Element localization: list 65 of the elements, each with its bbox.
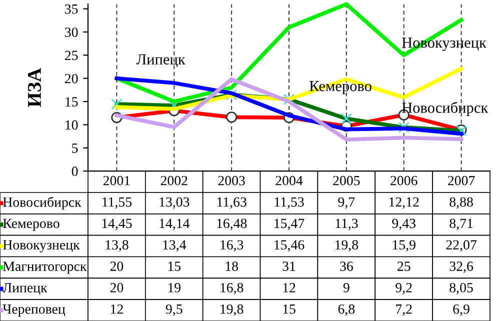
y-tick-label: 30 (65, 28, 78, 37)
data-label: 11,53 (274, 197, 304, 209)
y-tick-label: 20 (65, 74, 78, 84)
x-tick-label: 2006 (390, 176, 418, 186)
data-label: 9,5 (166, 304, 182, 316)
data-label: 20 (110, 282, 124, 292)
data-label: 16,3 (220, 240, 244, 252)
data-label: 22,07 (446, 240, 477, 252)
data-label: 15,47 (274, 218, 304, 230)
data-label: 7,2 (396, 304, 412, 316)
data-label: 6,9 (453, 304, 470, 316)
data-label: 8,05 (450, 282, 473, 294)
y-tick-label: 5 (72, 144, 78, 153)
legend-label: Магнитогорск (3, 262, 87, 274)
y-tick-label: 15 (66, 97, 78, 106)
data-label: 6,8 (338, 304, 355, 316)
data-label: 12,12 (389, 197, 419, 209)
data-label: 12 (283, 283, 296, 292)
data-label: 13,4 (163, 240, 186, 252)
legend-label: Новосибирск (3, 196, 82, 210)
data-label: 15 (283, 304, 296, 314)
y-tick-label: 35 (65, 4, 78, 14)
data-label: 16,8 (220, 282, 244, 294)
data-label: 32,6 (450, 262, 474, 273)
data-label: 11,63 (217, 197, 246, 209)
data-label: 15,9 (392, 240, 416, 252)
x-tick-label: 2004 (276, 176, 303, 186)
y-tick-label: 25 (65, 50, 78, 60)
data-label: 20 (110, 262, 124, 271)
x-tick-label: 2002 (160, 176, 188, 186)
data-label: 15 (168, 262, 181, 271)
x-tick-label: 2005 (333, 176, 360, 186)
data-label: 36 (340, 262, 353, 271)
y-axis-title: ИЗА (28, 68, 41, 108)
y-tick-label: 0 (72, 166, 78, 176)
data-label: 14,14 (160, 218, 190, 230)
legend-label: Новокузнецк (3, 240, 80, 252)
data-label: 18 (226, 262, 238, 271)
y-tick-label: 10 (66, 120, 78, 130)
data-label: 13,03 (160, 197, 190, 209)
data-label: 11,55 (102, 197, 132, 209)
data-label: 12 (110, 304, 123, 314)
data-label: 13,8 (106, 240, 128, 252)
data-label: 14,45 (102, 218, 132, 230)
data-label: 19 (168, 283, 181, 292)
data-label: 9,43 (392, 218, 416, 230)
data-label: 9,7 (338, 197, 355, 209)
legend-label: Череповец (2, 304, 66, 317)
data-label: 8,88 (450, 197, 473, 209)
data-label: 8,71 (450, 218, 473, 230)
data-label: 25 (398, 262, 410, 271)
data-label: 11,3 (336, 218, 358, 230)
legend-label: Кемерово (3, 218, 60, 231)
x-tick-label: 2007 (448, 176, 475, 186)
data-label: 16,48 (217, 218, 247, 230)
legend-label: Липецк (2, 283, 48, 295)
data-label: 15,46 (274, 240, 304, 252)
data-label: 9 (343, 283, 350, 292)
x-tick-label: 2003 (218, 176, 245, 186)
x-tick-label: 2001 (103, 176, 130, 186)
annotation: Липецк (136, 54, 186, 68)
data-label: 19,8 (220, 304, 244, 316)
data-label: 31 (282, 262, 296, 271)
data-label: 9,2 (396, 283, 412, 294)
data-label: 19,8 (336, 240, 358, 252)
